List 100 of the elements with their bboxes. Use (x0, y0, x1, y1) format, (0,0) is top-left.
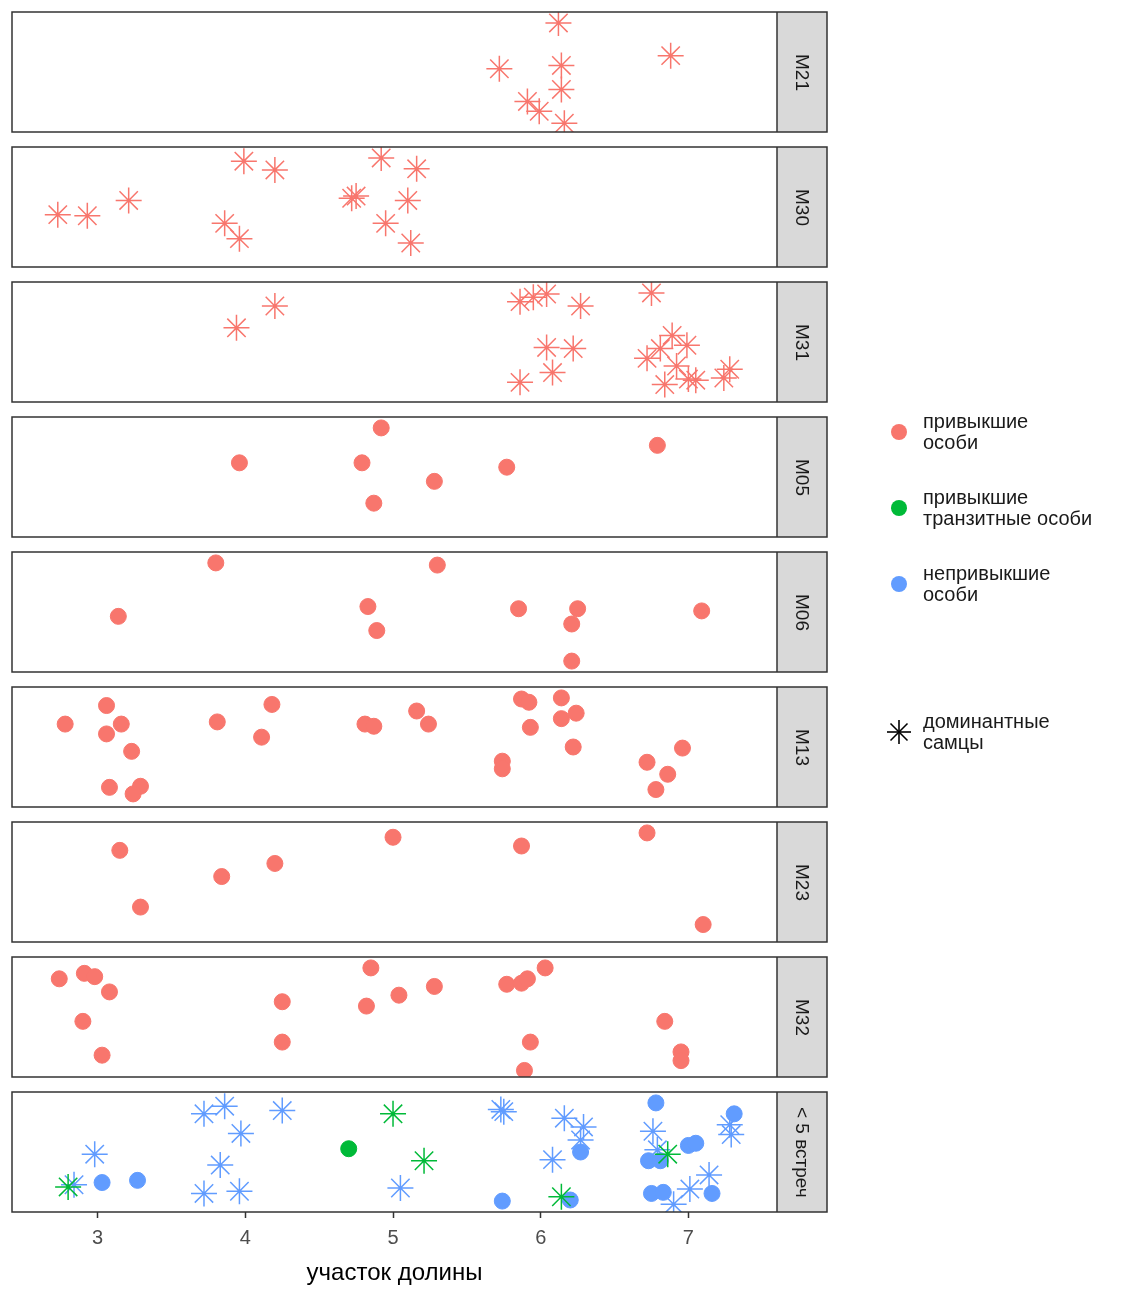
point (545, 12, 572, 36)
point (211, 210, 238, 237)
point (86, 968, 104, 986)
point (213, 868, 231, 886)
point (676, 1176, 703, 1203)
point (647, 781, 665, 799)
point (100, 983, 118, 1001)
y2-axis-title: M23 (791, 863, 813, 901)
point (493, 1192, 511, 1210)
point (112, 715, 130, 733)
point (703, 1184, 721, 1202)
point (384, 828, 402, 846)
legend-label: привыкшие транзитные особи (923, 486, 1093, 529)
point (372, 419, 390, 437)
point (223, 314, 250, 341)
point (725, 1105, 743, 1123)
point (656, 1012, 674, 1030)
point (190, 1180, 217, 1207)
point (111, 841, 129, 859)
point (526, 98, 553, 125)
point (131, 898, 149, 916)
point (521, 1033, 539, 1051)
legend-label: привыкшие особи (923, 410, 1029, 453)
point (520, 693, 538, 711)
point (261, 156, 288, 183)
point (411, 1147, 438, 1174)
y2-axis-title: M30 (791, 188, 813, 226)
point (533, 282, 560, 307)
point (263, 695, 281, 713)
point (357, 997, 375, 1015)
point (207, 554, 225, 572)
point (380, 1100, 407, 1127)
point (639, 1118, 666, 1145)
point (227, 1120, 254, 1147)
point (552, 689, 570, 707)
point (638, 753, 656, 771)
point (693, 602, 711, 620)
point (261, 293, 288, 319)
point (425, 472, 443, 490)
point (536, 959, 554, 977)
y2-axis-title: < 5 встреч (791, 1106, 813, 1198)
point (390, 986, 408, 1004)
point (567, 293, 594, 319)
point (551, 1105, 578, 1132)
point (55, 1173, 82, 1200)
point (226, 225, 253, 252)
point (560, 335, 587, 362)
point (207, 1152, 234, 1179)
point (515, 1061, 533, 1077)
point (673, 332, 700, 359)
point (368, 147, 395, 171)
point (638, 282, 665, 306)
point (647, 1094, 665, 1112)
point (507, 288, 534, 315)
point (98, 697, 116, 715)
x-tick-label: 7 (682, 1225, 694, 1248)
point (343, 183, 370, 210)
point (572, 1143, 590, 1161)
point (539, 359, 566, 386)
point (387, 1175, 414, 1201)
text: доминантные самцы (923, 710, 1050, 753)
point (552, 710, 570, 728)
point (372, 210, 399, 237)
point (368, 622, 386, 640)
point (428, 556, 446, 574)
point (567, 704, 585, 722)
x-tick-label: 4 (239, 1225, 251, 1248)
point (408, 702, 426, 720)
point (100, 778, 118, 796)
point (718, 1121, 745, 1148)
point (694, 916, 712, 934)
point (98, 725, 116, 743)
point (648, 436, 666, 454)
point (362, 959, 380, 977)
point (570, 1113, 597, 1140)
y2-axis-title: M32 (791, 998, 813, 1036)
point (353, 454, 371, 472)
point (365, 494, 383, 512)
point (425, 977, 443, 995)
point (663, 353, 690, 379)
point (208, 713, 226, 731)
point (569, 600, 587, 618)
x-tick-label: 6 (535, 1225, 547, 1248)
y2-axis-title: M21 (791, 53, 813, 91)
point (273, 1033, 291, 1051)
point (230, 454, 248, 472)
point (659, 322, 686, 349)
point (659, 765, 677, 783)
y2-axis-title: M06 (791, 593, 813, 631)
point (696, 1161, 723, 1188)
point (513, 837, 531, 855)
point (403, 155, 430, 182)
point (654, 1141, 681, 1168)
point (56, 715, 74, 733)
point (211, 1093, 238, 1120)
point (710, 365, 737, 391)
point (563, 652, 581, 670)
point (273, 993, 291, 1011)
point (397, 230, 424, 256)
point (651, 371, 678, 398)
